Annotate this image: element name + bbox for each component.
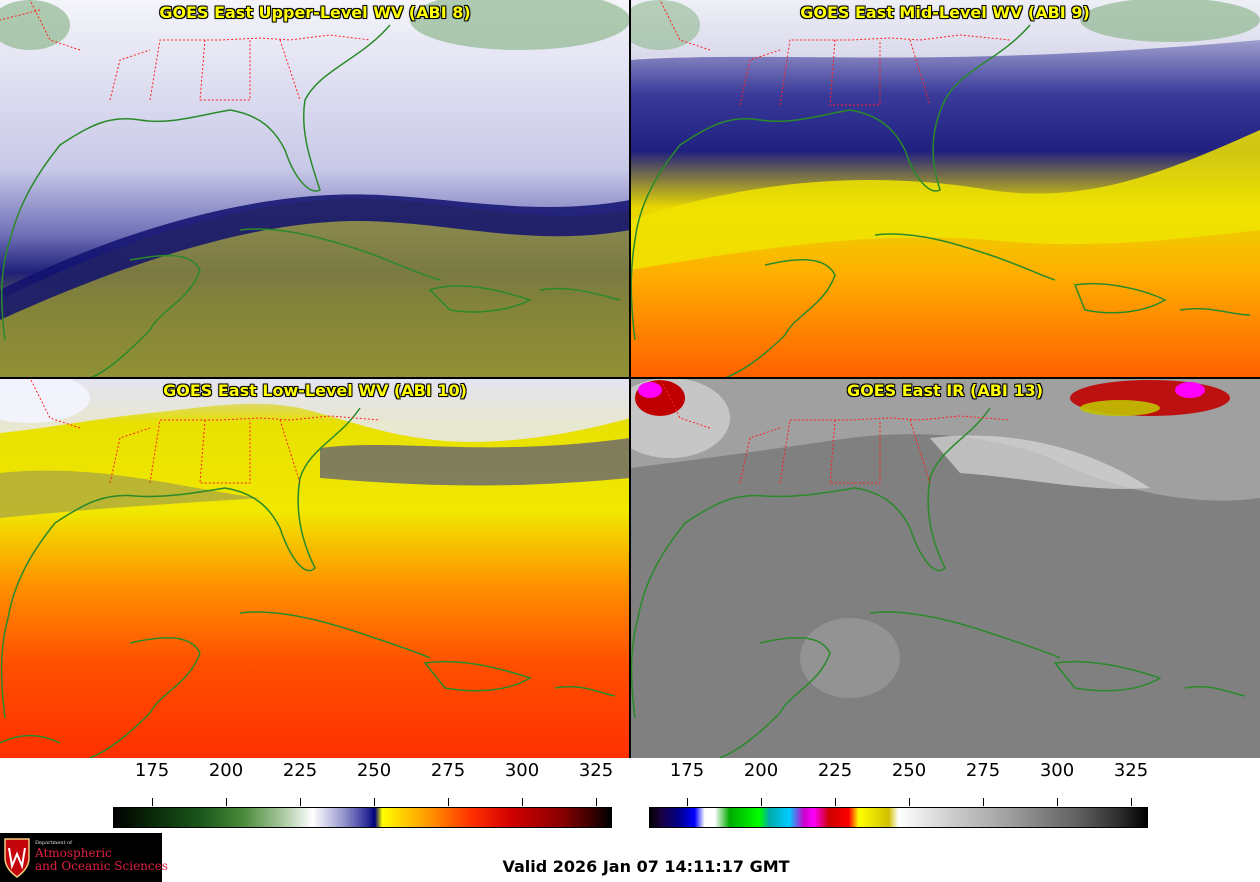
logo-line2-text: and Oceanic Sciences — [35, 859, 168, 873]
panel-title: GOES East IR (ABI 13) — [846, 381, 1044, 400]
tick-mark — [522, 798, 523, 806]
ir-panel: GOES East IR (ABI 13) — [630, 378, 1260, 758]
tick-mark — [152, 798, 153, 806]
tick-label: 300 — [504, 760, 540, 781]
wv-colorbar-strip — [113, 807, 612, 828]
mid-level-wv-image — [630, 0, 1260, 378]
state-borders — [659, 0, 1011, 106]
tick-label: 275 — [965, 760, 1001, 781]
panel-title: GOES East Upper-Level WV (ABI 8) — [159, 3, 471, 22]
tick-label: 200 — [208, 760, 244, 781]
upper-level-wv-image — [0, 0, 630, 378]
tick-mark — [835, 798, 836, 806]
logo-line1-text: Atmospheric — [35, 846, 112, 860]
mid-level-wv-panel: GOES East Mid-Level WV (ABI 9) — [630, 0, 1260, 378]
tick-label: 325 — [1113, 760, 1149, 781]
state-borders — [29, 378, 381, 484]
tick-mark — [983, 798, 984, 806]
tick-mark — [596, 798, 597, 806]
aos-logo: Department of Atmospheric and Oceanic Sc… — [0, 833, 168, 882]
coastlines — [630, 24, 1251, 378]
coastlines — [1, 24, 621, 378]
valid-time-label: Valid 2026 Jan 07 14:11:17 GMT — [502, 857, 790, 876]
tick-mark — [374, 798, 375, 806]
low-level-wv-panel: GOES East Low-Level WV (ABI 10) — [0, 378, 630, 758]
coastlines — [630, 407, 1246, 758]
tick-label: 300 — [1039, 760, 1075, 781]
tick-label: 275 — [430, 760, 466, 781]
panel-title: GOES East Mid-Level WV (ABI 9) — [800, 3, 1090, 22]
panel-divider-horizontal — [0, 377, 1260, 379]
tick-label: 225 — [282, 760, 318, 781]
state-borders — [0, 0, 371, 101]
ir-image — [630, 378, 1260, 758]
low-level-wv-image — [0, 378, 630, 758]
wv-colorbar-ticks: 175 200 225 250 275 300 325 — [113, 760, 614, 808]
panel-divider-vertical — [629, 0, 631, 758]
upper-level-wv-panel: GOES East Upper-Level WV (ABI 8) — [0, 0, 630, 378]
logo-department-text: Department of — [35, 840, 72, 846]
ir-colorbar: 175 200 225 250 275 300 325 — [649, 760, 1148, 830]
state-borders — [659, 378, 1011, 484]
tick-mark — [761, 798, 762, 806]
tick-mark — [1131, 798, 1132, 806]
tick-mark — [448, 798, 449, 806]
tick-mark — [909, 798, 910, 806]
coastlines — [0, 407, 616, 758]
tick-label: 175 — [669, 760, 705, 781]
ir-colorbar-strip — [649, 807, 1148, 828]
uw-crest-icon — [4, 838, 30, 878]
tick-label: 250 — [356, 760, 392, 781]
ir-colorbar-ticks: 175 200 225 250 275 300 325 — [649, 760, 1148, 808]
tick-label: 325 — [578, 760, 614, 781]
tick-mark — [1057, 798, 1058, 806]
tick-label: 250 — [891, 760, 927, 781]
wv-colorbar: 175 200 225 250 275 300 325 — [113, 760, 614, 830]
tick-mark — [687, 798, 688, 806]
tick-mark — [300, 798, 301, 806]
tick-mark — [226, 798, 227, 806]
tick-label: 200 — [743, 760, 779, 781]
tick-label: 225 — [817, 760, 853, 781]
panel-title: GOES East Low-Level WV (ABI 10) — [163, 381, 467, 400]
tick-label: 175 — [134, 760, 170, 781]
